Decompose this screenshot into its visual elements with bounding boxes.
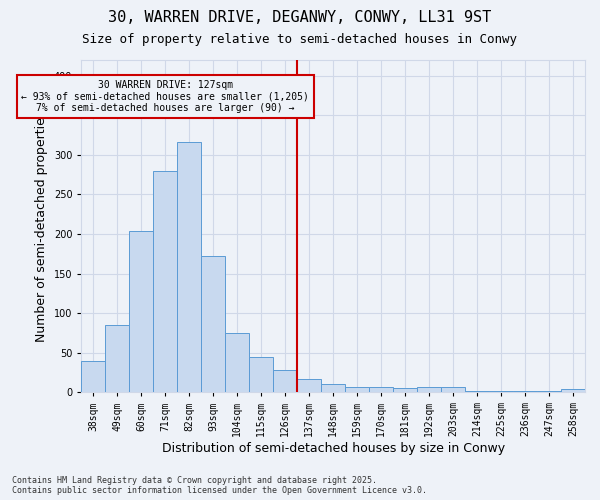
Bar <box>106 325 130 392</box>
Bar <box>178 142 202 392</box>
Bar <box>82 362 106 392</box>
Bar <box>465 390 489 392</box>
Bar <box>249 358 273 392</box>
X-axis label: Distribution of semi-detached houses by size in Conwy: Distribution of semi-detached houses by … <box>161 442 505 455</box>
Bar <box>297 378 321 392</box>
Bar <box>226 333 249 392</box>
Bar <box>202 256 226 392</box>
Bar <box>441 388 465 392</box>
Bar <box>321 384 345 392</box>
Bar <box>154 170 178 392</box>
Bar <box>369 386 393 392</box>
Text: 30, WARREN DRIVE, DEGANWY, CONWY, LL31 9ST: 30, WARREN DRIVE, DEGANWY, CONWY, LL31 9… <box>109 10 491 25</box>
Bar <box>273 370 297 392</box>
Bar <box>130 231 154 392</box>
Bar <box>561 389 585 392</box>
Bar <box>417 388 441 392</box>
Bar <box>393 388 417 392</box>
Bar <box>345 386 369 392</box>
Text: Contains HM Land Registry data © Crown copyright and database right 2025.
Contai: Contains HM Land Registry data © Crown c… <box>12 476 427 495</box>
Text: Size of property relative to semi-detached houses in Conwy: Size of property relative to semi-detach… <box>83 32 517 46</box>
Y-axis label: Number of semi-detached properties: Number of semi-detached properties <box>35 110 48 342</box>
Text: 30 WARREN DRIVE: 127sqm
← 93% of semi-detached houses are smaller (1,205)
7% of : 30 WARREN DRIVE: 127sqm ← 93% of semi-de… <box>22 80 310 113</box>
